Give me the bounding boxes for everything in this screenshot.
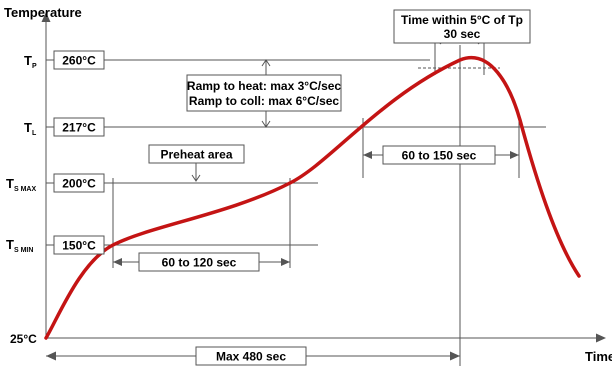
preheat-pointer-head	[191, 174, 201, 182]
tsmin-value: 150°C	[62, 239, 96, 253]
liquidus-duration-right-head	[510, 151, 519, 159]
ramp-arrow-up	[261, 59, 271, 67]
liquidus-duration-box	[382, 145, 496, 165]
total-duration-label: Max 480 sec	[216, 350, 286, 364]
tsmax-value-box	[53, 173, 105, 193]
tsmax-level-label: TS MAX	[6, 176, 36, 193]
preheat-duration-label: 60 to 120 sec	[162, 256, 237, 270]
x-axis-label: Time	[585, 349, 612, 364]
tp-value-box	[53, 50, 105, 70]
liquidus-duration-left-head	[363, 151, 372, 159]
preheat-area-label: Preheat area	[160, 148, 232, 162]
preheat-duration-box	[138, 252, 260, 272]
preheat-duration-right-head	[281, 258, 290, 266]
ramp-rates-box	[186, 74, 342, 112]
y-axis-arrowhead	[41, 12, 51, 22]
y-axis-label: Temperature	[4, 5, 82, 20]
origin-label: 25°C	[10, 332, 37, 346]
reflow-temperature-curve	[44, 56, 581, 340]
tsmin-value-box	[53, 235, 105, 255]
peak-time-line1: Time within 5°C of Tp	[401, 13, 523, 27]
tsmax-value: 200°C	[62, 177, 96, 191]
preheat-area-box	[148, 144, 245, 164]
liquidus-duration-label: 60 to 150 sec	[402, 149, 477, 163]
peak-time-line2: 30 sec	[444, 27, 481, 41]
total-duration-box	[195, 346, 307, 366]
x-axis-arrowhead	[596, 333, 606, 343]
total-duration-right-head	[450, 351, 460, 361]
ramp-cool-text: Ramp to coll: max 6°C/sec	[189, 94, 340, 108]
tsmin-level-label: TS MIN	[6, 237, 33, 254]
tp-value: 260°C	[62, 54, 96, 68]
preheat-duration-left-head	[113, 258, 122, 266]
ramp-arrow-down	[261, 120, 271, 128]
ramp-heat-text: Ramp to heat: max 3°C/sec	[187, 79, 342, 93]
tl-value-box	[53, 117, 105, 137]
tp-level-label: TP	[24, 53, 37, 70]
peak-time-box	[393, 9, 531, 44]
tl-level-label: TL	[24, 120, 37, 137]
tl-value: 217°C	[62, 121, 96, 135]
total-duration-left-head	[46, 351, 56, 361]
